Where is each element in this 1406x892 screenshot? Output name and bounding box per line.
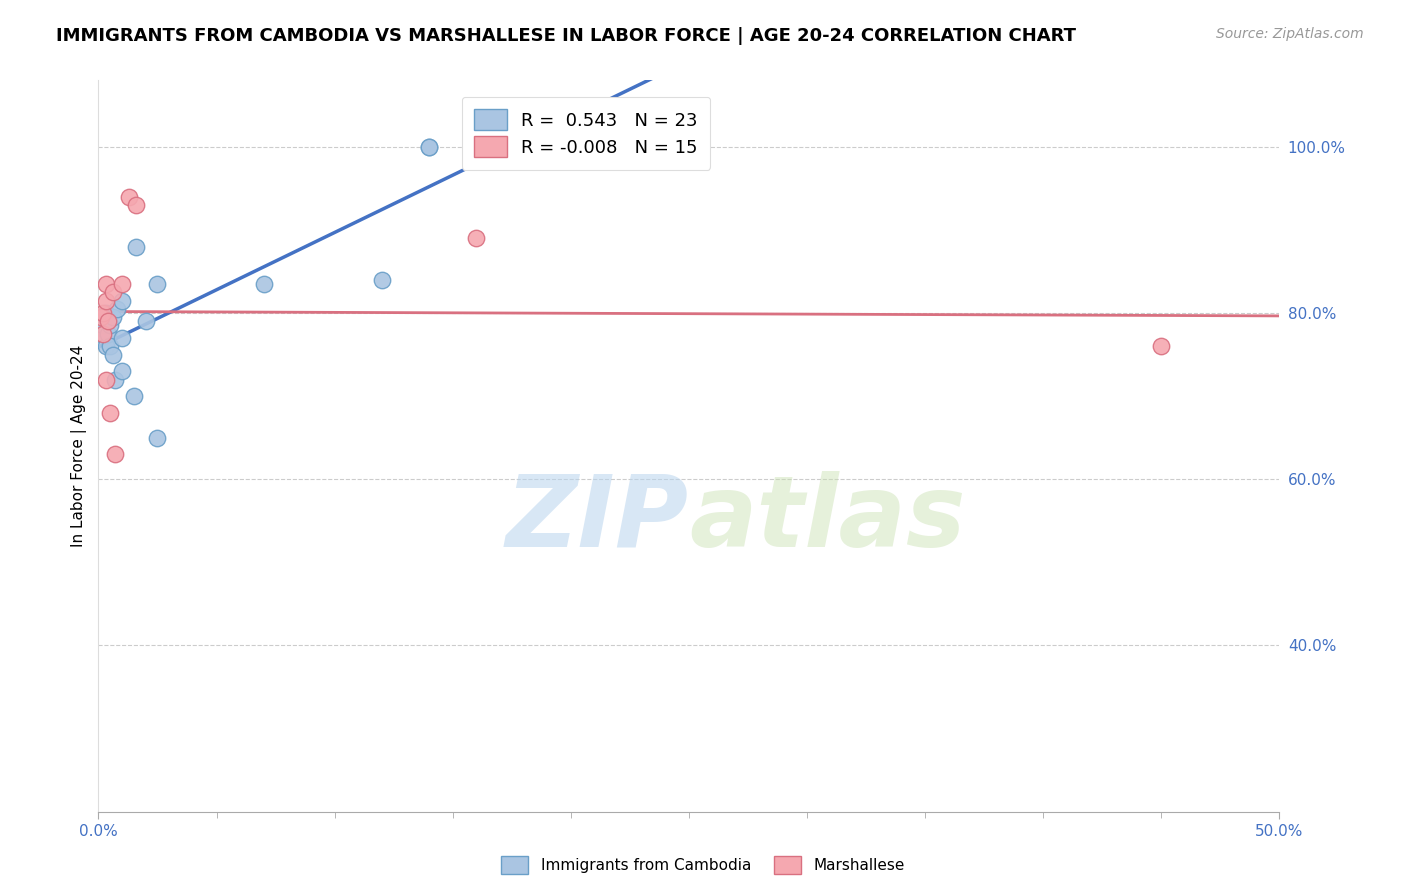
Legend: Immigrants from Cambodia, Marshallese: Immigrants from Cambodia, Marshallese: [495, 850, 911, 880]
Point: [118, 189, 141, 203]
Point: [111, 331, 134, 345]
Point: [146, 277, 169, 291]
Point: [98, 406, 121, 420]
Point: [91, 318, 114, 333]
Point: [90, 326, 112, 341]
Point: [104, 447, 127, 461]
Point: [97, 326, 120, 341]
Y-axis label: In Labor Force | Age 20-24: In Labor Force | Age 20-24: [72, 345, 87, 547]
Point: [101, 285, 124, 300]
Text: IMMIGRANTS FROM CAMBODIA VS MARSHALLESE IN LABOR FORCE | AGE 20-24 CORRELATION C: IMMIGRANTS FROM CAMBODIA VS MARSHALLESE …: [56, 27, 1076, 45]
Point: [91, 326, 114, 341]
Point: [94, 293, 117, 308]
Text: ZIP: ZIP: [506, 471, 689, 567]
Point: [465, 231, 488, 245]
Point: [125, 239, 148, 253]
Point: [90, 310, 112, 325]
Point: [94, 277, 117, 291]
Point: [135, 314, 157, 328]
Point: [146, 431, 169, 445]
Point: [101, 348, 124, 362]
Point: [97, 314, 120, 328]
Point: [253, 277, 276, 291]
Point: [111, 277, 134, 291]
Point: [94, 306, 117, 320]
Point: [122, 389, 145, 403]
Point: [98, 339, 121, 353]
Point: [111, 293, 134, 308]
Point: [104, 372, 127, 386]
Point: [94, 372, 117, 386]
Point: [105, 301, 128, 316]
Point: [91, 306, 114, 320]
Point: [101, 310, 124, 325]
Text: Source: ZipAtlas.com: Source: ZipAtlas.com: [1216, 27, 1364, 41]
Point: [418, 140, 440, 154]
Point: [1150, 339, 1173, 353]
Point: [371, 273, 394, 287]
Point: [98, 318, 121, 333]
Point: [418, 140, 440, 154]
Point: [94, 339, 117, 353]
Legend: R =  0.543   N = 23, R = -0.008   N = 15: R = 0.543 N = 23, R = -0.008 N = 15: [461, 96, 710, 170]
Point: [111, 364, 134, 378]
Point: [125, 198, 148, 212]
Text: atlas: atlas: [689, 471, 966, 567]
